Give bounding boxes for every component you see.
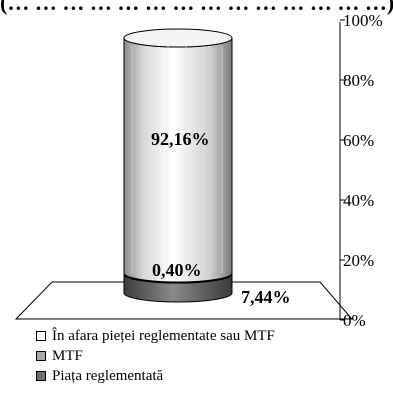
axis-ticks: 0% 20% 40% 60% 80% 100% (340, 11, 383, 330)
legend-item-mtf: MTF (36, 346, 275, 366)
y-tick-label: 100% (343, 11, 383, 30)
legend-swatch-outside (36, 331, 46, 341)
y-tick-label: 40% (343, 191, 374, 210)
data-label-regulated: 7,44% (241, 287, 291, 307)
legend-label-regulated: Piața reglementată (52, 367, 164, 384)
chart-title: (… … … … … … … … … … … … … …) (0, 0, 393, 15)
legend-item-regulated: Piața reglementată (36, 366, 275, 386)
y-tick-label: 0% (343, 311, 366, 330)
legend-swatch-regulated (36, 371, 46, 381)
legend-item-outside: În afara pieței reglementate sau MTF (36, 326, 275, 346)
data-label-outside: 92,16% (151, 129, 210, 149)
legend-label-mtf: MTF (52, 347, 83, 364)
cylinder-top-cap (123, 28, 233, 48)
y-tick-label: 60% (343, 131, 374, 150)
y-tick-label: 80% (343, 71, 374, 90)
cylinder-bar (123, 28, 233, 303)
data-label-mtf: 0,40% (152, 260, 202, 280)
cylinder-segment-outside (123, 37, 233, 283)
y-tick-label: 20% (343, 251, 374, 270)
legend-swatch-mtf (36, 351, 46, 361)
legend: În afara pieței reglementate sau MTF MTF… (36, 326, 275, 386)
legend-label-outside: În afara pieței reglementate sau MTF (52, 327, 275, 344)
